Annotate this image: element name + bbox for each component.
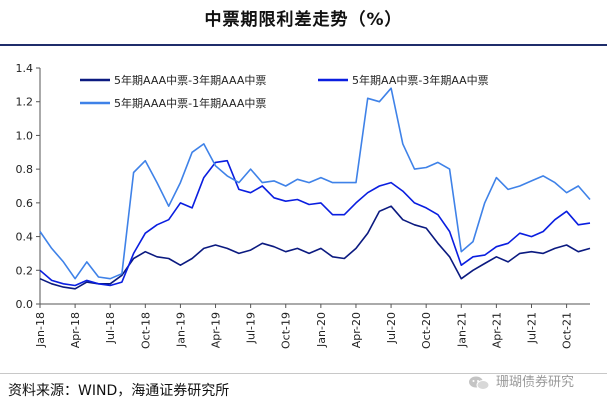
y-tick-label: 0.6 bbox=[16, 197, 34, 210]
x-tick-label: Jul-21 bbox=[525, 312, 538, 344]
x-tick-label: Oct-21 bbox=[561, 312, 574, 349]
watermark-text: 珊瑚债券研究 bbox=[496, 375, 575, 390]
y-tick-label: 1.2 bbox=[16, 96, 34, 109]
chart-title: 中票期限利差走势（%） bbox=[204, 10, 403, 30]
y-tick-label: 0.4 bbox=[16, 231, 34, 244]
y-tick-label: 1.4 bbox=[16, 62, 34, 75]
watermark: 珊瑚债券研究 bbox=[468, 371, 574, 395]
source-note: 资料来源：WIND，海通证券研究所 bbox=[8, 383, 230, 399]
source-rule bbox=[0, 373, 607, 374]
wechat-icon bbox=[468, 375, 490, 391]
y-tick-label: 0.0 bbox=[16, 298, 34, 311]
title-rule bbox=[0, 44, 607, 46]
series-line-1 bbox=[39, 205, 591, 290]
y-tick-label: 1.0 bbox=[16, 129, 34, 142]
legend-label: 5年期AAA中票-1年期AAA中票 bbox=[114, 96, 266, 110]
x-tick-label: Jul-19 bbox=[245, 312, 258, 344]
y-tick-label: 0.8 bbox=[16, 163, 34, 176]
x-tick-label: Jul-20 bbox=[385, 312, 398, 344]
series-line-3 bbox=[39, 87, 591, 280]
x-tick-label: Jan-19 bbox=[174, 312, 187, 348]
x-tick-label: Oct-20 bbox=[420, 312, 433, 349]
series-line-2 bbox=[39, 159, 591, 287]
x-tick-label: Jul-18 bbox=[104, 312, 117, 344]
x-tick-label: Jan-20 bbox=[315, 312, 328, 348]
x-tick-label: Jan-18 bbox=[34, 312, 47, 348]
x-tick-label: Apr-20 bbox=[350, 312, 363, 348]
legend-label: 5年期AAA中票-3年期AAA中票 bbox=[114, 73, 266, 87]
x-tick-label: Jan-21 bbox=[455, 312, 468, 348]
line-chart: 0.0 0.2 0.4 0.6 0.8 1.0 1.2 1.4 Jan-18 Apr-18 Jul-… bbox=[16, 62, 591, 349]
x-tick-label: Oct-18 bbox=[139, 312, 152, 349]
x-tick-label: Apr-18 bbox=[69, 312, 82, 348]
x-tick-label: Oct-19 bbox=[280, 312, 293, 349]
y-tick-label: 0.2 bbox=[16, 264, 34, 277]
x-tick-label: Apr-21 bbox=[490, 312, 503, 348]
x-tick-label: Apr-19 bbox=[210, 312, 223, 348]
legend-label: 5年期AA中票-3年期AA中票 bbox=[352, 73, 489, 87]
